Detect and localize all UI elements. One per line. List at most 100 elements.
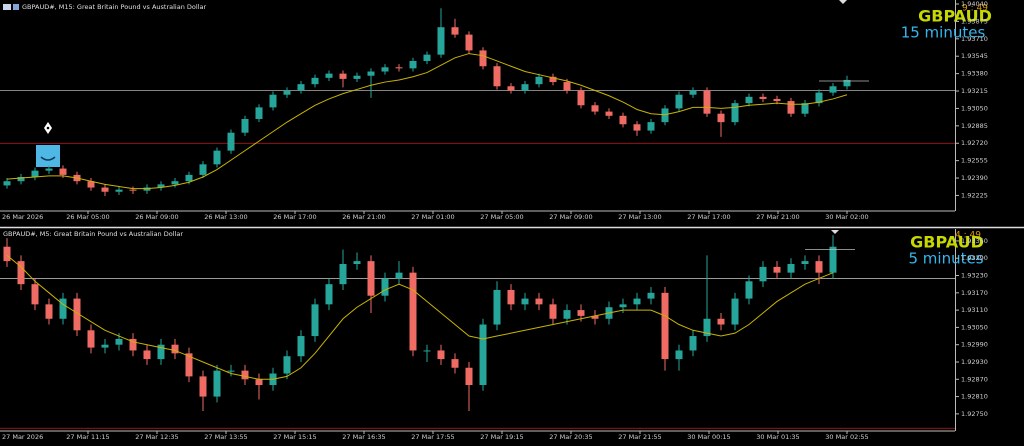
x-tick-label: 26 Mar 21:00 <box>342 213 385 221</box>
candle-body <box>129 189 137 191</box>
alert-box[interactable] <box>36 145 60 167</box>
x-tick-label: 27 Mar 21:55 <box>618 433 661 441</box>
icon <box>13 4 19 10</box>
candle-body <box>157 344 165 360</box>
candle-body <box>3 181 11 186</box>
candle-body <box>521 84 529 91</box>
y-tick-label: 1.92870 <box>961 375 988 383</box>
symbol-label: GBPAUD <box>918 7 992 26</box>
alert-icon[interactable] <box>36 122 60 167</box>
candle-body <box>633 298 641 305</box>
candle-body <box>801 103 809 114</box>
candle-body <box>381 67 389 72</box>
chart-title: GBPAUD#, M15: Great Britain Pound vs Aus… <box>22 3 206 11</box>
candle-body <box>395 272 403 279</box>
candle-body <box>787 264 795 273</box>
candle-body <box>17 261 25 285</box>
candle-body <box>353 75 361 79</box>
candle-body <box>773 98 781 102</box>
x-tick-label: 30 Mar 00:15 <box>687 433 730 441</box>
candle-body <box>115 189 123 192</box>
candle-body <box>101 344 109 348</box>
y-tick-label: 1.93380 <box>961 70 988 78</box>
candle-body <box>311 77 319 85</box>
candle-body <box>829 86 837 93</box>
candle-body <box>199 376 207 397</box>
candle-body <box>675 94 683 109</box>
x-tick-label: 26 Mar 05:00 <box>66 213 109 221</box>
icon <box>3 4 11 10</box>
price-panel: 1.94040 1.93875 1.93710 1.93545 1.93380 1.932… <box>0 0 988 221</box>
candle-body <box>311 304 319 337</box>
candle-body <box>367 71 375 76</box>
candle-body <box>745 96 753 104</box>
y-tick-label: 1.92555 <box>961 157 988 165</box>
candle-body <box>577 90 585 106</box>
x-tick-label: 26 Mar 09:00 <box>135 213 178 221</box>
candle-body <box>409 272 417 351</box>
x-tick-label: 27 Mar 17:00 <box>687 213 730 221</box>
candle-body <box>423 350 431 352</box>
candle-body <box>563 82 571 91</box>
candle-body <box>815 261 823 273</box>
candle-body <box>703 90 711 114</box>
x-tick-label: 27 Mar 13:55 <box>204 433 247 441</box>
candle-body <box>101 187 109 192</box>
y-tick-label: 1.94040 <box>961 0 988 8</box>
y-tick-label: 1.92225 <box>961 191 988 199</box>
candle-body <box>395 67 403 69</box>
alert-glyph <box>40 156 56 161</box>
candle-body <box>493 289 501 325</box>
candle-body <box>143 350 151 360</box>
candle-body <box>241 118 249 133</box>
candle-body <box>227 132 235 151</box>
candle-body <box>269 94 277 108</box>
symbol-label: GBPAUD <box>910 233 984 252</box>
candle-body <box>801 261 809 265</box>
candle-body <box>521 298 529 305</box>
candle-body <box>367 261 375 296</box>
candle-body <box>493 66 501 87</box>
candle-body <box>437 350 445 360</box>
y-tick-label: 1.92885 <box>961 122 988 130</box>
candle-body <box>31 170 39 177</box>
candle-body <box>591 105 599 112</box>
candle-body <box>157 184 165 188</box>
x-tick-label: 27 Mar 20:35 <box>549 433 592 441</box>
candle-body <box>325 73 333 78</box>
candle-body <box>675 350 683 360</box>
x-tick-label: 27 Mar 12:35 <box>135 433 178 441</box>
candle-body <box>73 298 81 331</box>
candle-body <box>381 278 389 296</box>
candle-body <box>283 356 291 374</box>
candle-body <box>451 27 459 35</box>
y-tick-label: 1.92750 <box>961 410 988 418</box>
candle-body <box>59 298 67 319</box>
candle-body <box>59 168 67 175</box>
candle-body <box>129 338 137 351</box>
x-tick-label: 27 Mar 16:35 <box>342 433 385 441</box>
x-tick-label: 30 Mar 02:00 <box>825 213 868 221</box>
timer: 9 : 49 <box>962 4 988 14</box>
x-tick-label: 27 Mar 11:15 <box>66 433 109 441</box>
candle-body <box>507 86 515 91</box>
candle-body <box>45 304 53 319</box>
candle-body <box>185 353 193 377</box>
y-tick-label: 1.93710 <box>961 35 988 43</box>
candle-body <box>703 318 711 337</box>
x-tick-label: 27 Mar 09:00 <box>549 213 592 221</box>
candle-body <box>171 181 179 185</box>
candle-body <box>339 73 347 79</box>
y-tick-label: 1.93050 <box>961 323 988 331</box>
x-tick-label: 26 Mar 2026 <box>2 213 43 221</box>
candle-body <box>115 338 123 345</box>
candle-body <box>451 359 459 368</box>
y-tick-label: 1.93230 <box>961 272 988 280</box>
x-tick-label: 27 Mar 19:15 <box>480 433 523 441</box>
scroll-marker <box>831 230 839 234</box>
y-tick-label: 1.93215 <box>961 87 988 95</box>
candle-body <box>843 79 851 87</box>
y-tick-label: 1.93170 <box>961 289 988 297</box>
y-tick-label: 1.92720 <box>961 139 988 147</box>
